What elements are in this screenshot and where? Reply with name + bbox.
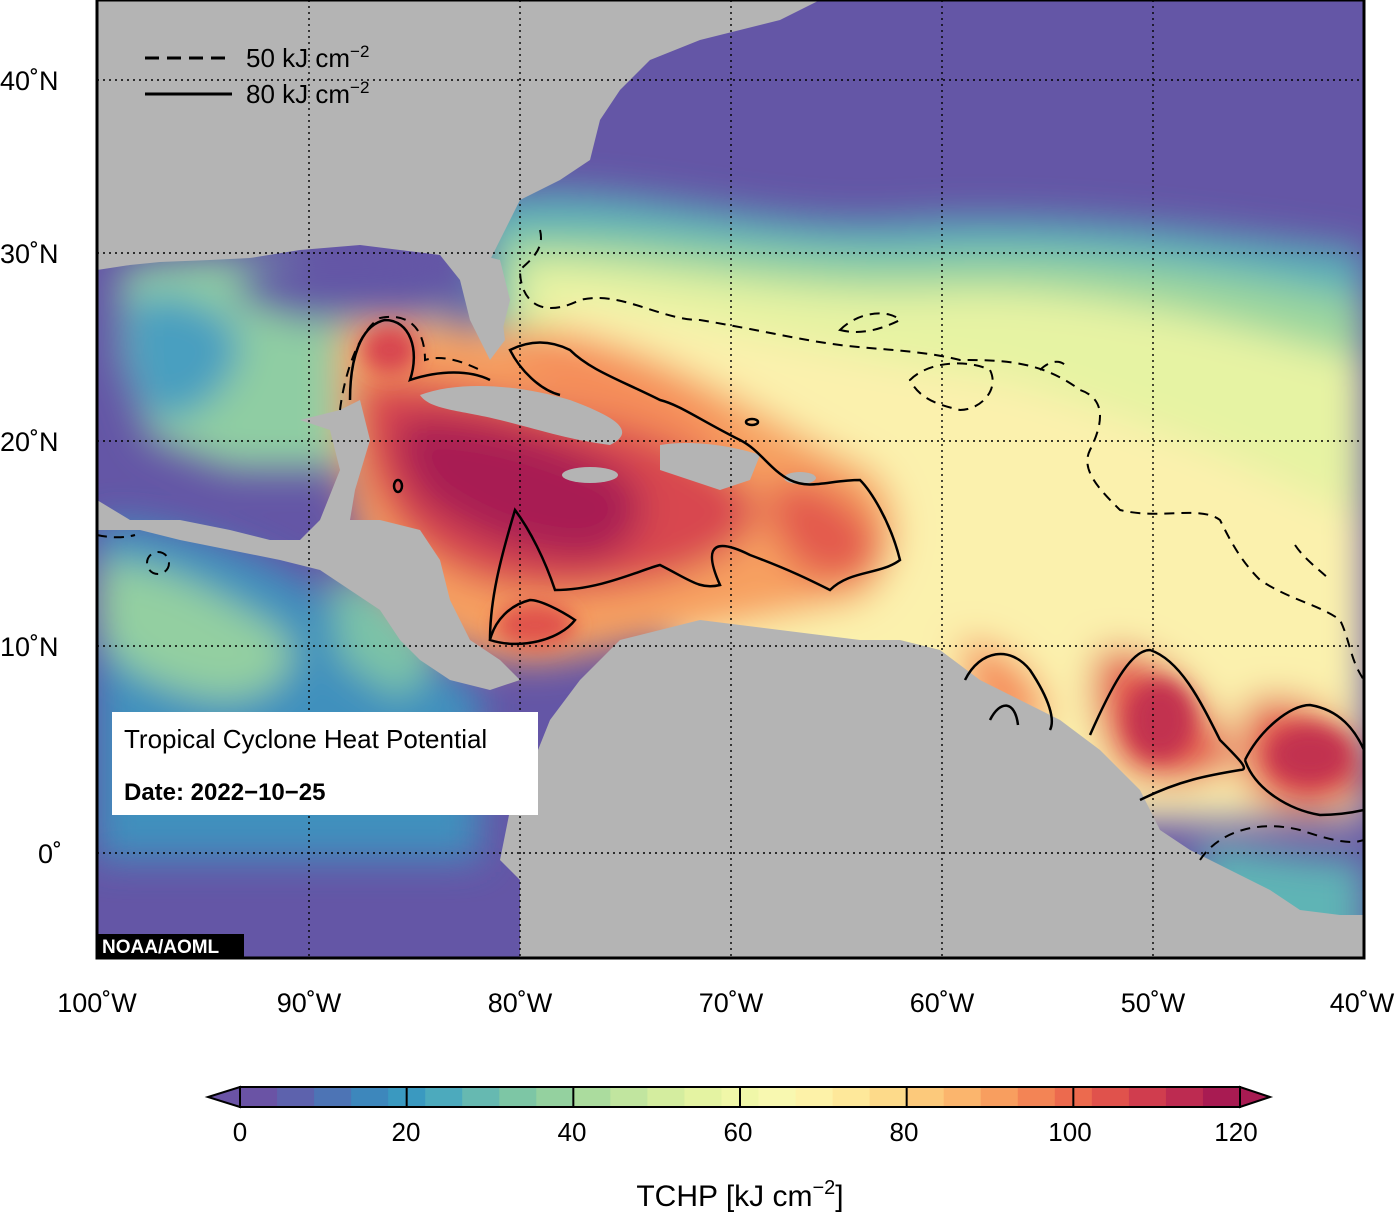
colorbar-bin — [980, 1087, 1019, 1107]
credit-badge: NOAA/AOML — [97, 934, 244, 958]
colorbar-bin — [1202, 1087, 1241, 1107]
lat-label-40n: 40˚N — [0, 66, 59, 96]
legend-dashed-label: 50 kJ cm — [246, 43, 350, 73]
colorbar-bin — [1128, 1087, 1167, 1107]
colorbar-bin — [610, 1087, 649, 1107]
legend-dashed-exp: −2 — [350, 42, 369, 61]
colorbar-bin — [1091, 1087, 1130, 1107]
colorbar-bin — [832, 1087, 871, 1107]
colorbar-bin — [425, 1087, 463, 1107]
legend-solid-exp: −2 — [350, 78, 369, 97]
lat-label-10n: 10˚N — [0, 632, 59, 662]
colorbar-tick-label: 20 — [392, 1117, 421, 1147]
svg-text:80 kJ cm−2: 80 kJ cm−2 — [246, 78, 369, 109]
colorbar-bin — [499, 1087, 537, 1107]
lat-label-20n: 20˚N — [0, 427, 59, 457]
colorbar-bin — [314, 1087, 352, 1107]
colorbar-bin — [795, 1087, 834, 1107]
info-box: Tropical Cyclone Heat Potential Date: 20… — [112, 712, 538, 815]
lon-label-60w: 60˚W — [910, 988, 975, 1018]
colorbar-tick-label: 0 — [233, 1117, 247, 1147]
land — [97, 0, 1364, 958]
colorbar-title: TCHP [kJ cm−2] — [636, 1177, 843, 1213]
lat-label-30n: 30˚N — [0, 239, 59, 269]
colorbar-bin — [869, 1087, 908, 1107]
map-frame — [95, 0, 1366, 960]
colorbar-bin — [573, 1087, 611, 1107]
credit-text: NOAA/AOML — [102, 937, 220, 958]
colorbar-bin — [277, 1087, 315, 1107]
lon-label-80w: 80˚W — [488, 988, 553, 1018]
colorbar-bin — [906, 1087, 945, 1107]
lon-label-40w: 40˚W — [1330, 988, 1395, 1018]
lon-label-100w: 100˚W — [57, 988, 137, 1018]
colorbar-bin — [536, 1087, 574, 1107]
colorbar-bin — [758, 1087, 797, 1107]
colorbar-bin — [1017, 1087, 1056, 1107]
colorbar-bin — [647, 1087, 686, 1107]
colorbar-bins — [240, 1087, 1241, 1107]
colorbar-bin — [240, 1087, 278, 1107]
svg-text:50 kJ cm−2: 50 kJ cm−2 — [246, 42, 369, 73]
legend-solid-label: 80 kJ cm — [246, 79, 350, 109]
lon-label-70w: 70˚W — [699, 988, 764, 1018]
colorbar: 0 20 40 60 80 100 120 TCHP [kJ cm−2] — [204, 1085, 1274, 1213]
colorbar-bin — [462, 1087, 500, 1107]
map-panel — [97, 0, 1364, 958]
colorbar-tick-label: 40 — [558, 1117, 587, 1147]
colorbar-bin — [684, 1087, 723, 1107]
colorbar-bin — [351, 1087, 389, 1107]
colorbar-max-arrow — [1239, 1085, 1274, 1109]
colorbar-tick-label: 100 — [1048, 1117, 1091, 1147]
colorbar-tick-labels: 0 20 40 60 80 100 120 — [233, 1117, 1258, 1147]
colorbar-bin — [1165, 1087, 1204, 1107]
lon-labels: 100˚W 90˚W 80˚W 70˚W 60˚W 50˚W 40˚W — [57, 988, 1395, 1018]
lon-label-50w: 50˚W — [1121, 988, 1186, 1018]
lat-labels: 40˚N 30˚N 20˚N 10˚N 0˚ — [0, 66, 62, 869]
colorbar-min-arrow — [204, 1085, 241, 1109]
colorbar-bin — [943, 1087, 982, 1107]
contour-legend: 50 kJ cm−2 80 kJ cm−2 — [145, 42, 369, 109]
contour-80 — [348, 318, 1364, 817]
colorbar-tick-label: 80 — [890, 1117, 919, 1147]
colorbar-tick-label: 120 — [1214, 1117, 1257, 1147]
lat-label-0: 0˚ — [38, 839, 62, 869]
info-box-title: Tropical Cyclone Heat Potential — [124, 724, 487, 754]
colorbar-ticks — [239, 1087, 1241, 1107]
lon-label-90w: 90˚W — [277, 988, 342, 1018]
contour-50 — [97, 229, 1364, 861]
info-box-date: Date: 2022−10−25 — [124, 779, 326, 806]
colorbar-tick-label: 60 — [724, 1117, 753, 1147]
